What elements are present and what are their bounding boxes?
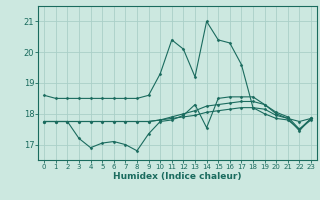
X-axis label: Humidex (Indice chaleur): Humidex (Indice chaleur) xyxy=(113,172,242,181)
